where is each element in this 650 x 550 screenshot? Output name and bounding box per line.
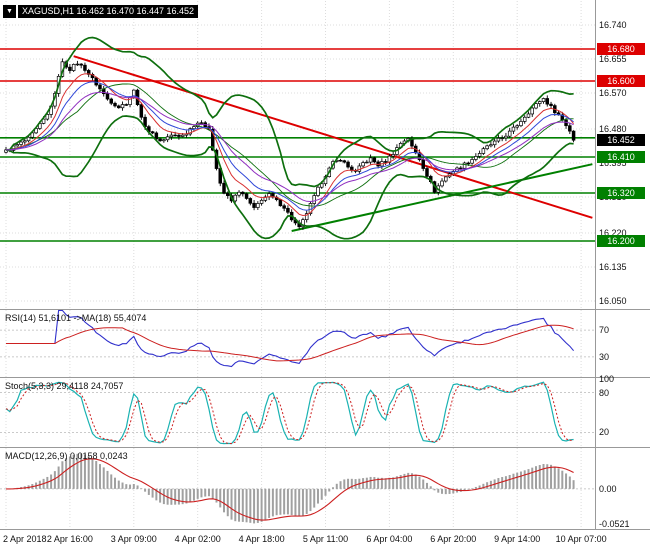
- stoch-indicator-label[interactable]: Stoch(5,3,3) 29,4118 24,7057: [5, 381, 124, 391]
- time-axis[interactable]: [0, 530, 595, 550]
- macd-indicator-label[interactable]: MACD(12,26,9) 0,0158 0,0243: [5, 451, 128, 461]
- symbol-title-bar[interactable]: ▼ XAGUSD,H1 16.462 16.470 16.447 16.452: [3, 5, 199, 18]
- rsi-indicator-label[interactable]: RSI(14) 51,6101 ->MA(18) 55,4074: [5, 313, 147, 323]
- chart-dropdown-icon[interactable]: ▼: [3, 5, 16, 18]
- symbol-ohlc-title: XAGUSD,H1 16.462 16.470 16.447 16.452: [17, 5, 199, 18]
- price-axis[interactable]: [596, 0, 650, 550]
